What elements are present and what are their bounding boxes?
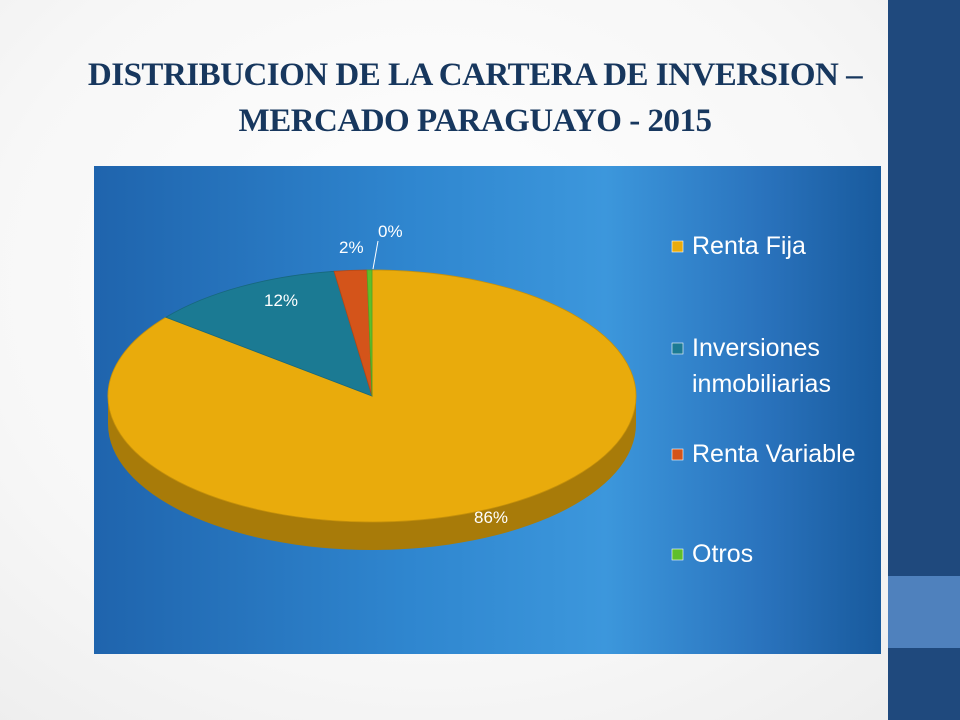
pie-slice-otros [366, 269, 373, 397]
legend-label-renta-fija: Renta Fija [692, 232, 806, 260]
legend-label-inversiones-inmobiliarias-line-1: Inversiones [692, 334, 820, 362]
data-label-renta-fija: 86% [474, 508, 508, 527]
slide-title-line-2: MERCADO PARAGUAYO - 2015 [238, 103, 712, 139]
legend-label-renta-variable: Renta Variable [692, 440, 856, 468]
sidebar-bar-bottom [888, 648, 960, 720]
legend-swatch-renta-fija [671, 240, 684, 253]
leader-line-otros [372, 240, 379, 270]
sidebar-accent-block [888, 576, 960, 648]
legend-label-inversiones-inmobiliarias-line-2: inmobiliarias [692, 370, 831, 398]
pie-chart-panel: 86% 12% 2% 0% Renta Fija Inversiones inmobili… [94, 166, 881, 654]
legend-swatch-otros [671, 548, 684, 561]
pie-slice-inversiones-inmobiliarias [164, 270, 373, 397]
sidebar-bar-top [888, 0, 960, 576]
data-label-otros: 0% [378, 222, 403, 241]
legend-swatch-inversiones-inmobiliarias [671, 342, 684, 355]
slide-title-line-1: DISTRIBUCION DE LA CARTERA DE INVERSION … [87, 57, 863, 93]
legend-label-otros: Otros [692, 540, 753, 568]
legend-swatch-renta-variable [671, 448, 684, 461]
pie-wall-renta-fija [108, 396, 636, 550]
data-label-inversiones-inmobiliarias: 12% [264, 291, 298, 310]
pie-chart: 86% 12% 2% 0% Renta Fija Inversiones inmobili… [107, 222, 856, 568]
data-label-renta-variable: 2% [339, 238, 364, 257]
slide-title: DISTRIBUCION DE LA CARTERA DE INVERSION … [60, 52, 890, 144]
